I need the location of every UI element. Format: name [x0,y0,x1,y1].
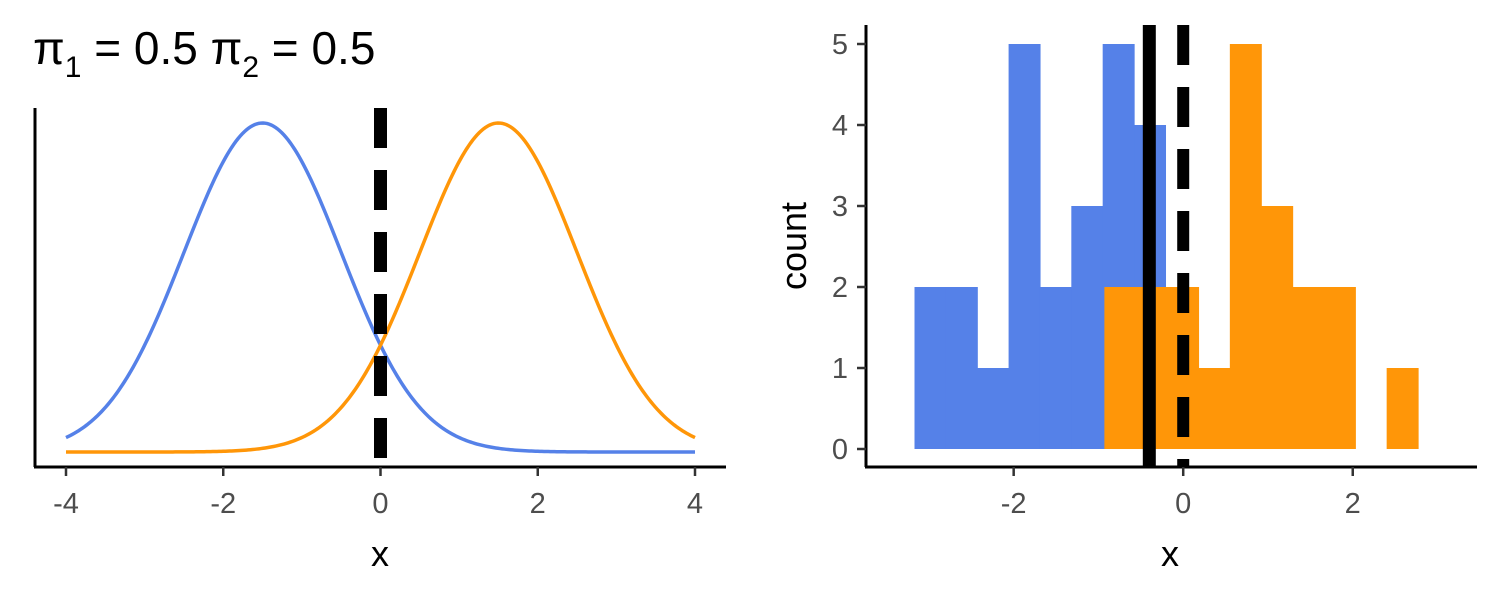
histogram-bar-class-1 [945,287,978,449]
title-pi2-symbol: π [211,22,243,74]
left-x-axis-title: x [371,533,389,574]
right-x-tick-label: -2 [1001,488,1027,520]
right-x-ticks: -2 0 2 [1001,467,1361,520]
density-curves [65,121,696,454]
right-y-tick-label: 1 [832,353,848,385]
right-y-tick-label: 2 [832,272,848,304]
left-x-tick-label: 0 [372,488,388,520]
histogram-bar-class-2 [1386,368,1419,449]
histogram-bar-class-1 [914,287,947,449]
right-y-tick-label: 3 [832,191,848,223]
right-y-tick-label: 0 [832,434,848,466]
density-curve-class-2 [66,121,696,454]
left-x-tick-label: 4 [687,488,703,520]
left-x-tick-label: -2 [210,488,236,520]
right-decision-lines [1142,25,1190,467]
right-y-tick-label: 5 [832,29,848,61]
chart-title: π1 = 0.5 π2 = 0.5 [33,22,375,84]
histogram-bar-class-2 [1229,44,1262,449]
histogram-bars [914,44,1419,449]
title-pi1-sub: 1 [65,51,82,84]
histogram-bar-class-2 [1104,287,1137,449]
right-y-ticks: 0 1 2 3 4 5 [832,29,866,466]
histogram-panel: -2 0 2 0 1 2 3 4 5 x count [773,25,1477,574]
histogram-bar-class-1 [1008,44,1041,449]
right-x-tick-label: 0 [1175,488,1191,520]
left-x-tick-label: -4 [53,488,79,520]
title-pi1-symbol: π [33,22,65,74]
density-panel: -4 -2 0 2 4 x [33,108,726,574]
title-pi1-rest: = 0.5 [81,22,210,74]
right-y-tick-label: 4 [832,110,848,142]
left-x-tick-label: 2 [530,488,546,520]
histogram-bar-class-2 [1261,206,1294,449]
histogram-bar-class-2 [1292,287,1325,449]
histogram-bar-class-1 [1071,206,1104,449]
right-x-tick-label: 2 [1345,488,1361,520]
left-x-ticks: -4 -2 0 2 4 [53,467,703,520]
right-x-axis-title: x [1161,533,1179,574]
title-pi2-rest: = 0.5 [259,22,375,74]
histogram-bar-class-2 [1323,287,1356,449]
histogram-bar-class-1 [1039,287,1072,449]
histogram-bar-class-2 [1198,368,1231,449]
right-y-axis-title: count [773,202,814,290]
title-pi2-sub: 2 [242,51,259,84]
histogram-bar-class-1 [977,368,1010,449]
